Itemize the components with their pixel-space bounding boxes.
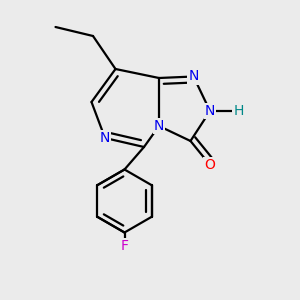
Text: H: H (233, 104, 244, 118)
Text: O: O (205, 158, 215, 172)
Text: N: N (154, 119, 164, 133)
Text: N: N (188, 70, 199, 83)
Text: N: N (205, 104, 215, 118)
Text: N: N (100, 131, 110, 145)
Text: F: F (121, 239, 128, 253)
